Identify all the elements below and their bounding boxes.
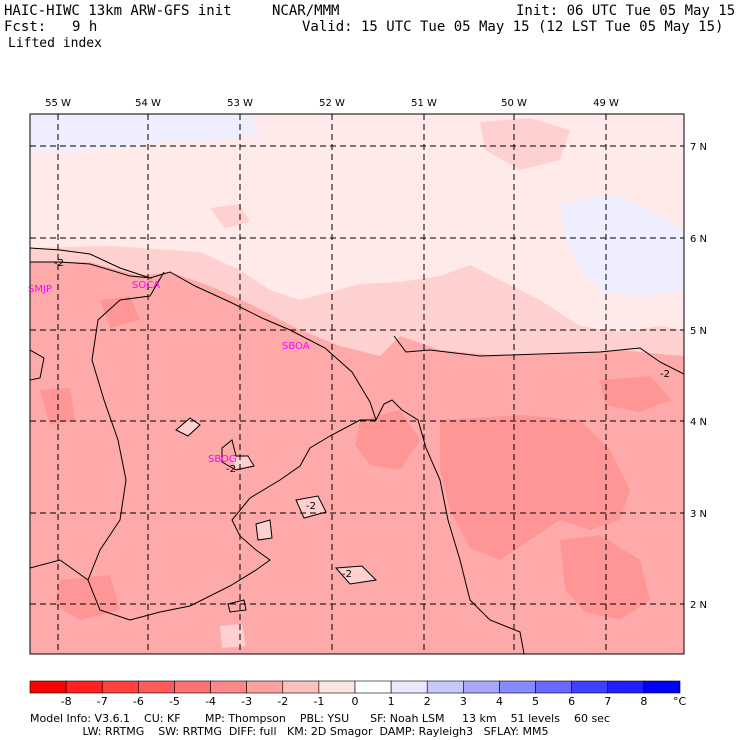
- coastline: [30, 247, 525, 654]
- field-patch-north: [480, 118, 570, 170]
- contour-island-2: [221, 439, 255, 471]
- colorbar-tick-label: 4: [496, 695, 503, 708]
- border-line: [87, 271, 376, 621]
- colorbar-tick-label: -7: [97, 695, 108, 708]
- lat-label: 5 N: [690, 326, 707, 337]
- lon-label: 49 W: [593, 98, 619, 109]
- colorbar-swatch: [65, 680, 103, 694]
- colorbar-tick-label: 8: [640, 695, 647, 708]
- station-label: SOCA: [132, 280, 160, 291]
- colorbar-tick-label: 3: [460, 695, 467, 708]
- contour-label: -2: [226, 464, 236, 475]
- field-island-5: [220, 624, 246, 648]
- colorbar-tick-label: 0: [352, 695, 359, 708]
- neutral-patch-nw: [30, 114, 260, 152]
- contour-label: -2: [54, 258, 64, 269]
- model-title: HAIC-HIWC 13km ARW-GFS init: [4, 3, 232, 19]
- contour-line-coast: [30, 261, 153, 279]
- station-label: SBOA: [282, 341, 310, 352]
- field-island-1: [176, 418, 200, 436]
- colorbar-tick-label: 5: [532, 695, 539, 708]
- field-patch-east: [440, 415, 630, 560]
- field-island-6: [256, 520, 272, 540]
- colorbar-tick-label: -4: [205, 695, 216, 708]
- contour-island-3: [295, 495, 327, 519]
- colorbar-swatch: [282, 680, 320, 694]
- lat-label: 4 N: [690, 417, 707, 428]
- field-patch-inland: [100, 296, 140, 328]
- colorbar-swatch: [426, 680, 464, 694]
- colorbar-swatch: [390, 680, 428, 694]
- colorbar-swatch: [101, 680, 139, 694]
- colorbar-swatch: [210, 680, 247, 694]
- colorbar-labels: -8 -7 -6 -5 -4 -3 -2 -1 0 1 2 3 4 5 6 7 8: [61, 695, 648, 708]
- field-island-2: [232, 456, 254, 468]
- valid-time: Valid: 15 UTC Tue 05 May 15 (12 LST Tue …: [302, 19, 724, 35]
- colorbar-swatch: [571, 680, 609, 694]
- colorbar-tick-label: -8: [61, 695, 72, 708]
- contour-line-sea: [393, 335, 684, 375]
- lon-label: 54 W: [135, 98, 161, 109]
- colorbar-tick-label: -5: [169, 695, 180, 708]
- colorbar-tick-label: 2: [424, 695, 431, 708]
- border-line-sw: [30, 559, 89, 581]
- contour-island-1: [175, 417, 201, 437]
- colorbar-swatch: [535, 680, 572, 694]
- colorbar-unit: °C: [673, 695, 687, 708]
- station-label: SMJP: [28, 284, 52, 295]
- field-patch-southwest: [55, 575, 120, 620]
- colorbar-tick-label: -2: [277, 695, 288, 708]
- map-frame: [29, 113, 685, 655]
- lon-label: 55 W: [45, 98, 71, 109]
- colorbar-swatch: [607, 680, 645, 694]
- field-patch-coast: [355, 410, 420, 470]
- field-patch-southeast: [560, 535, 650, 620]
- colorbar-tick-label: 6: [568, 695, 575, 708]
- contour-label: -2: [342, 569, 352, 580]
- station-label: SBOG: [208, 454, 237, 465]
- colorbar-swatch: [354, 680, 392, 694]
- contour-label: -2: [306, 501, 316, 512]
- colorbar-tick-label: -3: [241, 695, 252, 708]
- org-label: NCAR/MMM: [272, 3, 340, 19]
- forecast-label: Fcst:: [4, 19, 47, 35]
- colorbar-tick-label: 1: [388, 695, 395, 708]
- border-line-w: [30, 349, 45, 381]
- forecast-hour: 9 h: [72, 19, 98, 35]
- colorbar: [29, 680, 681, 694]
- contour-island-4: [334, 565, 378, 585]
- contour-label: -2: [660, 369, 670, 380]
- contour-island-6: [227, 599, 247, 613]
- colorbar-tick-label: -1: [313, 695, 324, 708]
- colorbar-tick-label: -6: [133, 695, 144, 708]
- lat-lon-grid: [30, 114, 684, 654]
- field-band-pink: [30, 262, 684, 654]
- colorbar-swatch: [318, 680, 356, 694]
- colorbar-swatch: [246, 680, 284, 694]
- lon-label: 51 W: [411, 98, 437, 109]
- lon-label: 50 W: [501, 98, 527, 109]
- field-patch-ne-sea: [600, 376, 672, 412]
- lon-label: 53 W: [227, 98, 253, 109]
- model-info-line-2: LW: RRTMG SW: RRTMG DIFF: full KM: 2D Sm…: [30, 725, 549, 738]
- lat-label: 7 N: [690, 142, 707, 153]
- lat-label: 2 N: [690, 600, 707, 611]
- lifted-index-field: [30, 114, 684, 654]
- colorbar-swatch: [138, 680, 175, 694]
- colorbar-swatch: [174, 680, 211, 694]
- colorbar-swatch: [29, 680, 67, 694]
- colorbar-swatch: [499, 680, 536, 694]
- model-info-line-1: Model Info: V3.6.1 CU: KF MP: Thompson P…: [30, 712, 610, 725]
- init-time: Init: 06 UTC Tue 05 May 15: [516, 3, 736, 19]
- colorbar-tick-label: 7: [604, 695, 611, 708]
- field-name: Lifted index: [8, 36, 102, 51]
- colorbar-swatch: [463, 680, 500, 694]
- lat-label: 3 N: [690, 509, 707, 520]
- colorbar-swatch: [643, 680, 681, 694]
- neutral-patch-ne: [560, 195, 684, 296]
- contour-island-5: [255, 519, 273, 541]
- lat-label: 6 N: [690, 234, 707, 245]
- lon-label: 52 W: [319, 98, 345, 109]
